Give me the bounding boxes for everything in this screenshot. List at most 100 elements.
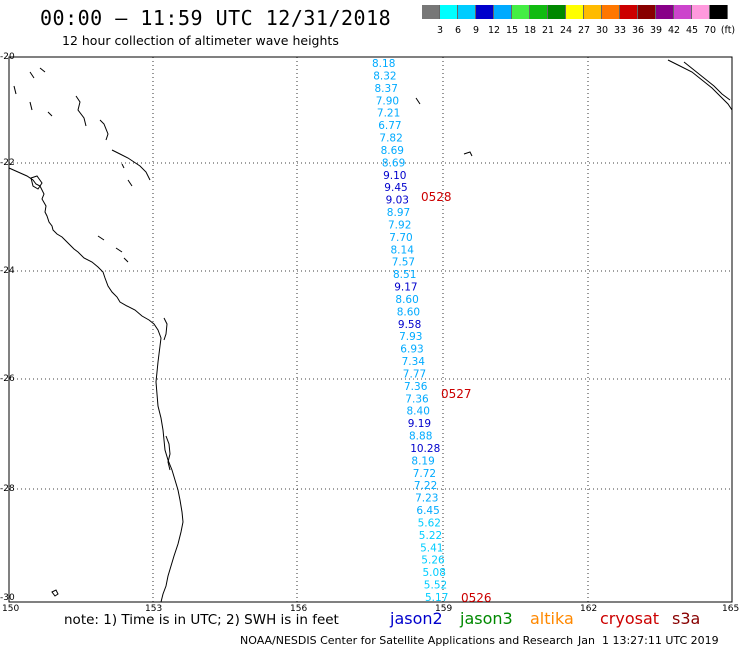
scale-label-14: 45	[685, 25, 699, 36]
scale-label-5: 18	[523, 25, 537, 36]
reef-11	[97, 235, 105, 241]
new-caledonia-inner	[683, 61, 731, 101]
scale-swatch-9	[584, 5, 602, 19]
swh-reading: 8.69	[381, 145, 404, 157]
scale-swatch-5	[512, 5, 530, 19]
swh-reading: 8.97	[387, 207, 410, 219]
swh-reading: 5.22	[419, 530, 442, 542]
altimeter-track: 8.188.328.377.907.216.777.828.698.699.10…	[372, 58, 492, 605]
swh-reading: 6.77	[378, 120, 401, 132]
swh-reading: 9.10	[383, 170, 406, 182]
swh-reading: 5.41	[420, 542, 443, 554]
legend-altika: altika	[530, 609, 574, 628]
swh-reading: 5.08	[423, 567, 446, 579]
swh-reading: 5.52	[424, 580, 447, 592]
reef-8	[111, 149, 151, 181]
swh-reading: 7.82	[379, 133, 402, 145]
lon-label-162: 162	[580, 604, 598, 614]
scale-label-3: 12	[487, 25, 501, 36]
scale-swatch-13	[656, 5, 674, 19]
scale-swatch-4	[494, 5, 512, 19]
scale-label-4: 15	[505, 25, 519, 36]
swh-reading: 7.22	[414, 480, 437, 492]
swh-reading: 8.18	[372, 58, 395, 70]
reef-7	[99, 119, 109, 141]
scale-label-7: 24	[559, 25, 573, 36]
scale-swatch-7	[548, 5, 566, 19]
reef-9	[121, 163, 125, 169]
swh-reading: 8.40	[407, 406, 430, 418]
legend-s3a: s3a	[672, 609, 701, 628]
scale-swatch-6	[530, 5, 548, 19]
scale-label-1: 6	[454, 25, 462, 36]
scale-swatch-1	[440, 5, 458, 19]
scale-label-12: 39	[649, 25, 663, 36]
reef-15	[463, 151, 473, 157]
swh-reading: 9.19	[408, 418, 431, 430]
swh-reading: 7.72	[413, 468, 436, 480]
legend-jason3: jason3	[460, 609, 513, 628]
swh-reading: 7.23	[415, 493, 438, 505]
swh-reading: 7.92	[388, 219, 411, 231]
swh-reading: 7.77	[403, 369, 426, 381]
scale-label-8: 27	[577, 25, 591, 36]
scale-label-16: (ft)	[720, 25, 736, 36]
swh-reading: 9.58	[398, 319, 421, 331]
reef-14	[415, 97, 421, 105]
new-caledonia	[667, 59, 733, 111]
lat-label-24: -24	[0, 266, 15, 276]
credit-line: NOAA/NESDIS Center for Satellite Applica…	[240, 634, 574, 647]
scale-swatch-12	[638, 5, 656, 19]
legend-cryosat: cryosat	[600, 609, 660, 628]
lon-label-165: 165	[722, 604, 740, 614]
lat-label-20: -20	[0, 52, 15, 62]
scale-swatch-11	[620, 5, 638, 19]
reef-12	[115, 247, 123, 253]
reef-1	[29, 71, 35, 79]
swh-reading: 6.45	[416, 505, 439, 517]
swh-reading: 8.60	[395, 294, 418, 306]
swh-reading: 8.60	[397, 306, 420, 318]
reef-2	[39, 67, 46, 73]
swh-reading: 5.17	[425, 592, 448, 604]
scale-label-0: 3	[436, 25, 444, 36]
scale-label-15: 70	[703, 25, 717, 36]
scale-swatch-2	[458, 5, 476, 19]
swh-reading: 8.88	[409, 431, 432, 443]
scale-label-10: 33	[613, 25, 627, 36]
island-moreton	[163, 317, 168, 341]
scale-swatch-15	[692, 5, 710, 19]
lat-label-22: -22	[0, 158, 15, 168]
reef-5	[47, 111, 53, 117]
map-subtitle: 12 hour collection of altimeter wave hei…	[62, 33, 339, 48]
scale-swatch-16	[710, 5, 728, 19]
swh-reading: 9.17	[394, 282, 417, 294]
swh-reading: 6.93	[400, 344, 423, 356]
scale-label-6: 21	[541, 25, 555, 36]
scale-swatch-8	[566, 5, 584, 19]
swh-reading: 8.32	[373, 70, 396, 82]
scale-swatch-0	[422, 5, 440, 19]
lon-label-156: 156	[290, 604, 308, 614]
lon-label-153: 153	[145, 604, 163, 614]
lon-label-150: 150	[2, 604, 20, 614]
lat-label-30: -30	[0, 593, 15, 603]
reef-3	[13, 85, 17, 95]
island-whitsunday	[30, 175, 43, 190]
plot-border	[8, 56, 733, 603]
swh-reading: 7.70	[389, 232, 412, 244]
swh-reading: 7.36	[404, 381, 428, 393]
scale-swatch-10	[602, 5, 620, 19]
scale-label-9: 30	[595, 25, 609, 36]
map-title: 00:00 — 11:59 UTC 12/31/2018	[40, 6, 392, 30]
swh-reading: 9.03	[386, 195, 409, 207]
pass-time-label: 0527	[441, 387, 472, 401]
island-fraser	[165, 435, 171, 471]
swh-reading: 8.37	[375, 83, 398, 95]
reef-13	[123, 257, 129, 263]
reef-4	[29, 101, 33, 111]
swh-reading: 7.93	[399, 331, 422, 343]
swh-reading: 5.26	[421, 555, 445, 567]
